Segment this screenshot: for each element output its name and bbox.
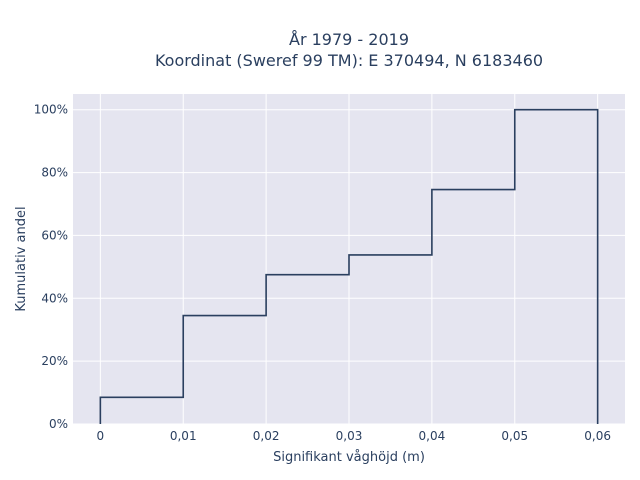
- chart-title-line-2: Koordinat (Sweref 99 TM): E 370494, N 61…: [155, 51, 543, 70]
- x-tick-label: 0: [97, 429, 105, 443]
- x-tick-label: 0,05: [501, 429, 528, 443]
- x-tick-label: 0,06: [584, 429, 611, 443]
- y-tick-label: 0%: [49, 417, 68, 431]
- y-tick-label: 20%: [41, 354, 68, 368]
- chart-title-line-1: År 1979 - 2019: [289, 30, 409, 49]
- x-axis-title: Signifikant våghöjd (m): [273, 450, 425, 465]
- y-tick-label: 40%: [41, 291, 68, 305]
- y-tick-label: 60%: [41, 228, 68, 242]
- x-tick-label: 0,01: [170, 429, 197, 443]
- grid: [73, 94, 625, 425]
- x-tick-label: 0,03: [336, 429, 363, 443]
- x-axis-ticks: 0 0,01 0,02 0,03 0,04 0,05 0,06: [97, 429, 611, 443]
- x-tick-label: 0,04: [419, 429, 446, 443]
- series-group: [99, 108, 599, 424]
- x-tick-label: 0,02: [253, 429, 280, 443]
- ecdf-step-line: [99, 108, 599, 424]
- y-axis-ticks: 0% 20% 40% 60% 80% 100%: [34, 103, 68, 431]
- y-tick-label: 80%: [41, 166, 68, 180]
- y-axis-title: Kumulativ andel: [14, 206, 29, 311]
- y-tick-label: 100%: [34, 103, 68, 117]
